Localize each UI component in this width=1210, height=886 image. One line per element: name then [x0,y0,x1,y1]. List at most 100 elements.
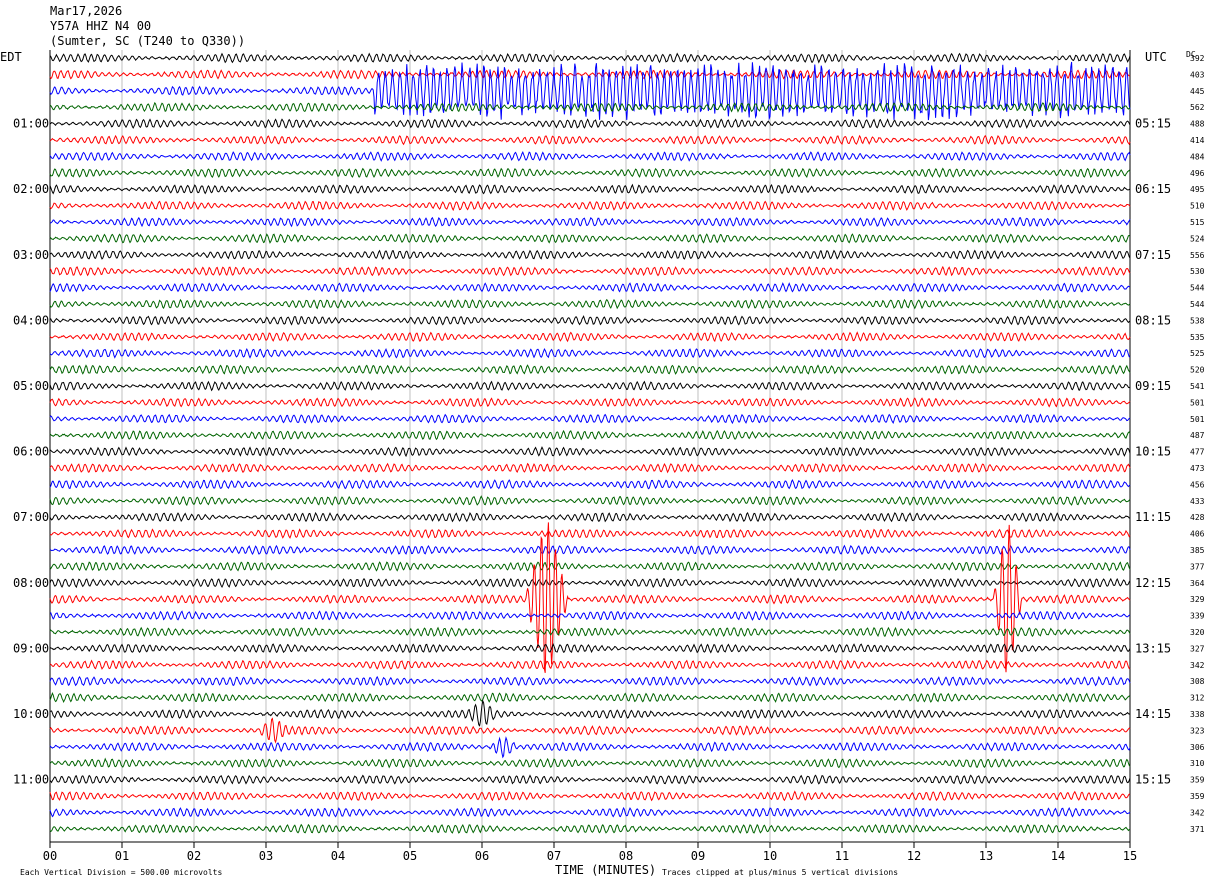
seismic-trace [49,823,1131,834]
seismic-trace [49,200,1131,212]
dc-offset-value: 364 [1190,579,1205,588]
x-tick-label: 15 [1123,849,1137,863]
left-hour-label: 10:00 [13,707,49,721]
dc-offset-value: 403 [1190,70,1205,79]
seismic-trace [49,52,1131,64]
dc-offset-value: 501 [1190,398,1205,407]
dc-offset-value: 456 [1190,480,1205,489]
seismic-trace [49,413,1131,425]
axis-labels: EDT UTC DC TIME (MINUTES) Each Vertical … [0,50,1205,877]
header-date: Mar17,2026 [50,4,123,18]
seismic-traces [49,52,1131,834]
x-tick-label: 01 [115,849,129,863]
dc-offset-value: 541 [1190,382,1205,391]
dc-offset-value: 323 [1190,726,1205,735]
left-hour-label: 11:00 [13,773,49,787]
seismic-trace [49,69,1131,80]
dc-offset-value: 414 [1190,136,1205,145]
seismic-trace [49,315,1131,326]
x-tick-label: 13 [979,849,993,863]
dc-column-label: DC [1186,50,1196,59]
dc-offset-value: 392 [1190,54,1205,63]
header-location: (Sumter, SC (T240 to Q330)) [50,34,246,48]
seismic-trace [49,757,1131,769]
left-hour-label: 03:00 [13,248,49,262]
seismic-trace [49,675,1131,687]
dc-offset-value: 310 [1190,759,1205,768]
dc-offset-value: 327 [1190,644,1205,653]
seismic-trace [49,626,1131,638]
dc-offset-value: 338 [1190,710,1205,719]
x-tick-label: 05 [403,849,417,863]
dc-offset-value: 473 [1190,464,1205,473]
seismic-trace [49,544,1131,556]
seismic-trace [49,298,1131,310]
seismic-trace [49,380,1131,392]
dc-offset-value: 342 [1190,661,1205,670]
seismic-trace [49,774,1131,785]
x-axis-title: TIME (MINUTES) [555,863,656,877]
left-hour-label: 01:00 [13,117,49,131]
seismic-trace [49,429,1131,441]
x-tick-label: 10 [763,849,777,863]
right-hour-label: 06:15 [1135,182,1171,196]
dc-offset-value: 477 [1190,448,1205,457]
clip-note: Traces clipped at plus/minus 5 vertical … [662,868,898,877]
dc-offset-value: 501 [1190,415,1205,424]
right-hour-label: 10:15 [1135,445,1171,459]
dc-offset-value: 487 [1190,431,1205,440]
right-hour-label: 15:15 [1135,773,1171,787]
left-hour-label: 06:00 [13,445,49,459]
seismic-trace [49,233,1131,244]
right-hour-label: 08:15 [1135,313,1171,327]
right-hour-label: 14:15 [1135,707,1171,721]
seismic-trace [49,265,1131,277]
dc-offset-value: 339 [1190,612,1205,621]
right-hour-label: 11:15 [1135,510,1171,524]
right-hour-label: 05:15 [1135,117,1171,131]
seismic-trace [49,282,1131,293]
dc-offset-value: 342 [1190,808,1205,817]
right-hour-label: 07:15 [1135,248,1171,262]
dc-offset-value: 320 [1190,628,1205,637]
x-tick-label: 08 [619,849,633,863]
dc-offset-value: 377 [1190,562,1205,571]
left-hour-label: 04:00 [13,313,49,327]
dc-offset-value: 329 [1190,595,1205,604]
seismic-trace [49,577,1131,589]
dc-offset-value: 312 [1190,694,1205,703]
dc-offset-value: 515 [1190,218,1205,227]
x-tick-label: 09 [691,849,705,863]
dc-offset-value: 520 [1190,366,1205,375]
x-tick-label: 06 [475,849,489,863]
dc-offset-value: 535 [1190,333,1205,342]
seismic-trace [49,462,1131,474]
dc-offset-value: 488 [1190,120,1205,129]
seismic-trace [49,790,1131,802]
seismic-trace [49,528,1131,539]
seismic-trace [49,183,1131,195]
left-hour-label: 09:00 [13,641,49,655]
dc-offset-value: 308 [1190,677,1205,686]
x-tick-label: 14 [1051,849,1065,863]
seismic-trace [49,561,1131,572]
dc-offset-value: 525 [1190,349,1205,358]
dc-offset-value: 359 [1190,776,1205,785]
seismic-trace [49,610,1131,621]
dc-offset-value: 496 [1190,169,1205,178]
right-hour-label: 13:15 [1135,641,1171,655]
dc-offset-value: 556 [1190,251,1205,260]
seismic-trace [49,331,1131,343]
seismic-trace [49,118,1131,129]
left-timezone-label: EDT [0,50,22,64]
seismic-trace [49,691,1131,703]
right-hour-label: 09:15 [1135,379,1171,393]
left-hour-label: 05:00 [13,379,49,393]
seismic-trace [49,347,1131,359]
dc-offset-value: 538 [1190,316,1205,325]
x-tick-label: 00 [43,849,57,863]
dc-offset-value: 544 [1190,284,1205,293]
seismic-trace [49,522,1131,673]
right-timezone-label: UTC [1145,50,1167,64]
